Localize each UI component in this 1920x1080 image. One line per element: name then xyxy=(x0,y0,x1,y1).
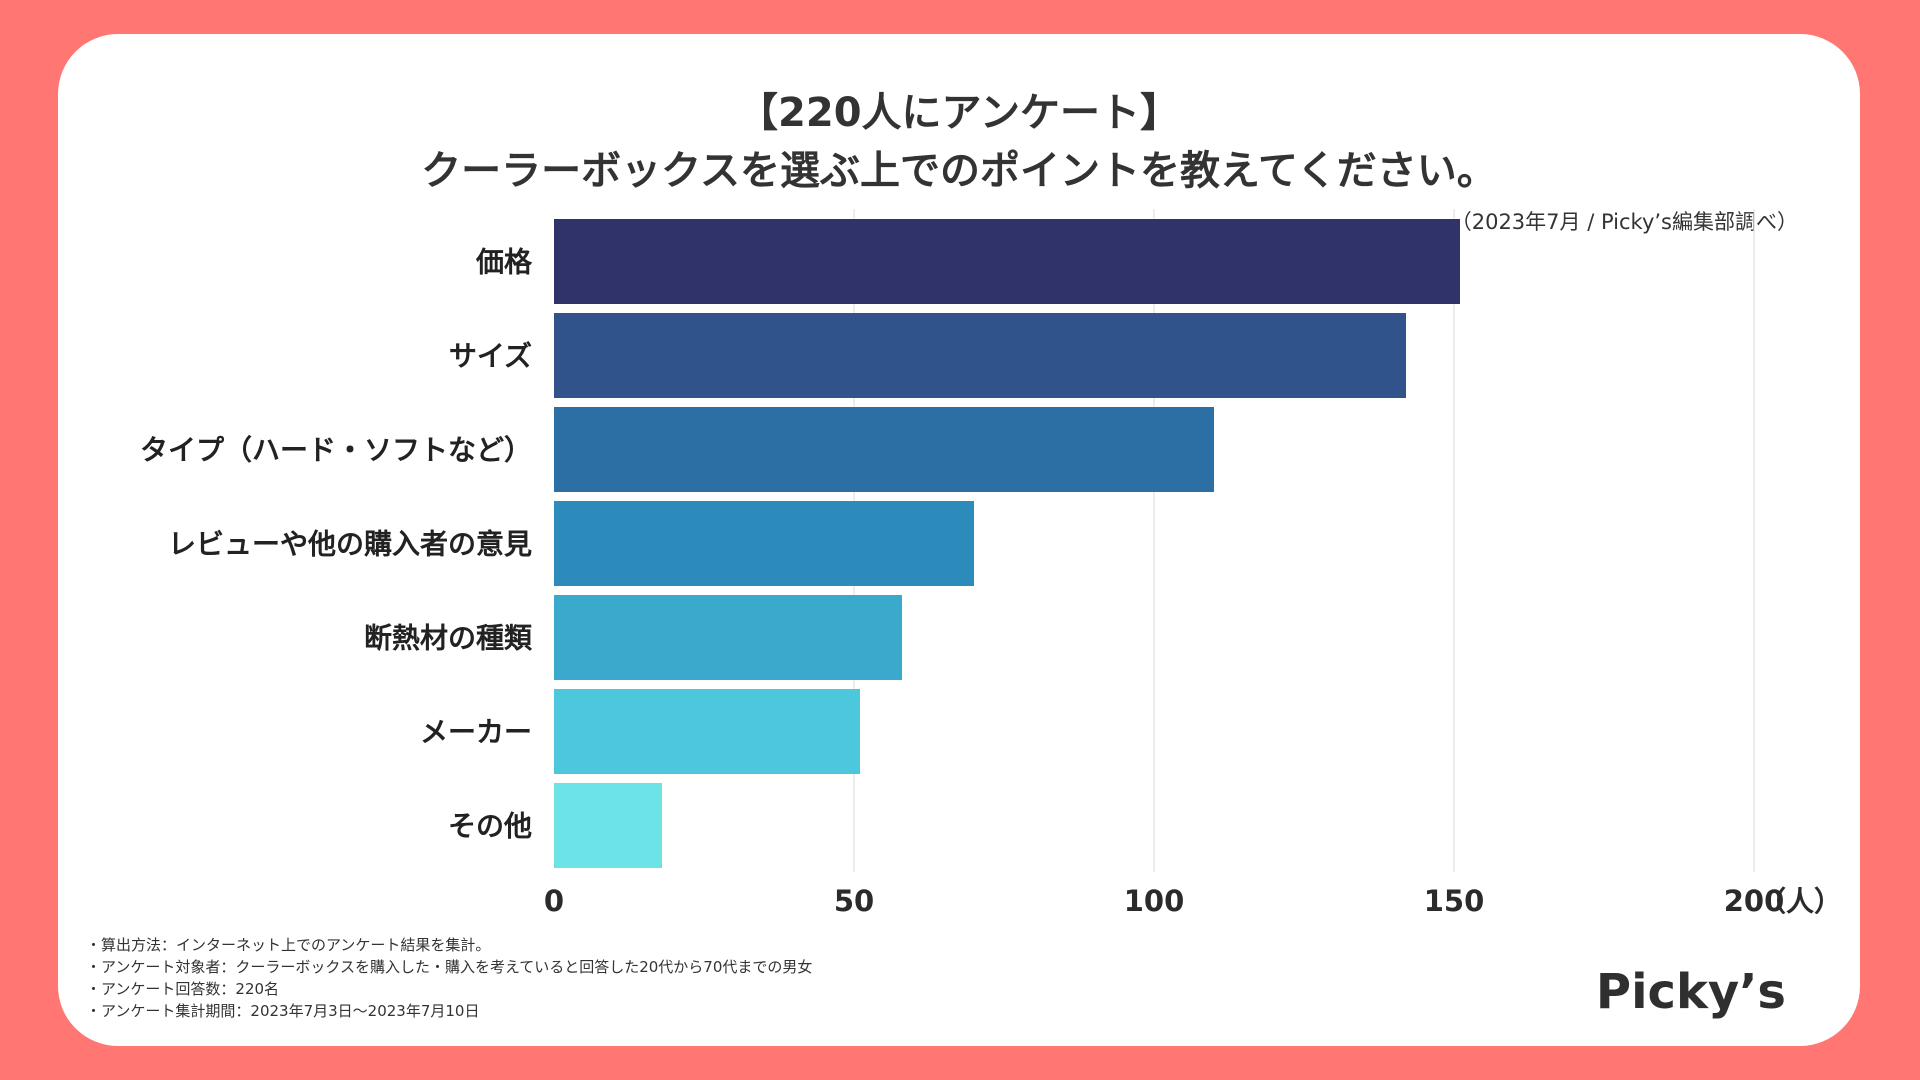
source-note: （2023年7月 / Picky’s編集部調べ） xyxy=(1450,210,1798,234)
x-tick-label-0: 0 xyxy=(544,884,564,914)
x-tick-label-150: 150 xyxy=(1424,884,1485,914)
footnote-respondents: ・アンケート対象者：クーラーボックスを購入した・購入を考えていると回答した20代… xyxy=(86,958,813,976)
chart-title-line2: クーラーボックスを選ぶ上でのポイントを教えてください。 xyxy=(421,148,1497,194)
chart-title-line1: 【220人にアンケート】 xyxy=(738,90,1180,136)
footnote-method: ・算出方法：インターネット上でのアンケート結果を集計。 xyxy=(86,936,491,954)
category-label-5: 断熱材の種類 xyxy=(364,622,533,655)
category-label-1: 価格 xyxy=(475,246,533,279)
category-label-2: サイズ xyxy=(449,340,532,373)
footnotes: ・算出方法：インターネット上でのアンケート結果を集計。 ・アンケート対象者：クー… xyxy=(86,934,812,1022)
bar-2 xyxy=(554,313,1406,398)
x-tick-labels: 0 50 100 150 200 xyxy=(544,884,1784,914)
category-label-7: その他 xyxy=(448,810,532,843)
picky-s-logo: Picky’s xyxy=(1595,964,1786,1020)
category-label-6: メーカー xyxy=(420,716,532,749)
bar-4 xyxy=(554,501,974,586)
chart-card: 【220人にアンケート】 クーラーボックスを選ぶ上でのポイントを教えてください。… xyxy=(58,34,1860,1046)
bar-6 xyxy=(554,689,860,774)
category-label-3: タイプ（ハード・ソフトなど） xyxy=(140,434,532,467)
bars-group xyxy=(554,219,1460,868)
x-tick-label-200: 200 xyxy=(1724,884,1785,914)
grid-lines xyxy=(853,209,1755,872)
bar-1 xyxy=(554,219,1460,304)
x-axis-unit-label: （人） xyxy=(1758,885,1842,914)
footnote-count: ・アンケート回答数：220名 xyxy=(86,980,280,998)
x-tick-label-50: 50 xyxy=(834,884,874,914)
bar-3 xyxy=(554,407,1214,492)
bar-5 xyxy=(554,595,902,680)
bar-7 xyxy=(554,783,662,868)
footnote-period: ・アンケート集計期間：2023年7月3日〜2023年7月10日 xyxy=(86,1002,480,1020)
category-label-4: レビューや他の購入者の意見 xyxy=(168,528,532,561)
x-tick-label-100: 100 xyxy=(1124,884,1185,914)
